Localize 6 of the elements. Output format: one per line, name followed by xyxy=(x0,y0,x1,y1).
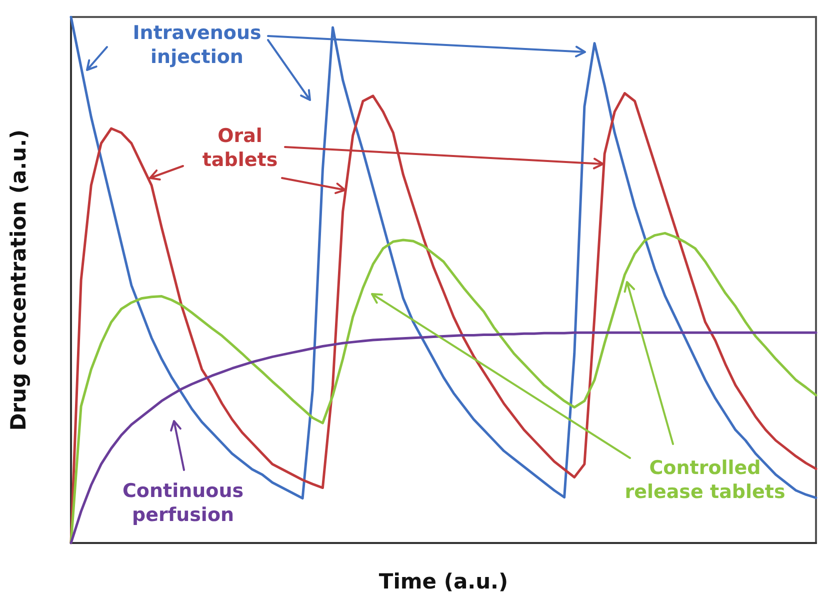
x-axis-title: Time (a.u.) xyxy=(378,570,508,594)
series-label: Continuous perfusion xyxy=(122,479,244,527)
text: Intravenous injection xyxy=(132,21,262,69)
text: Controlled release tablets xyxy=(624,456,786,504)
text: Oral tablets xyxy=(202,124,278,172)
y-axis-title: Drug concentration (a.u.) xyxy=(6,129,30,431)
